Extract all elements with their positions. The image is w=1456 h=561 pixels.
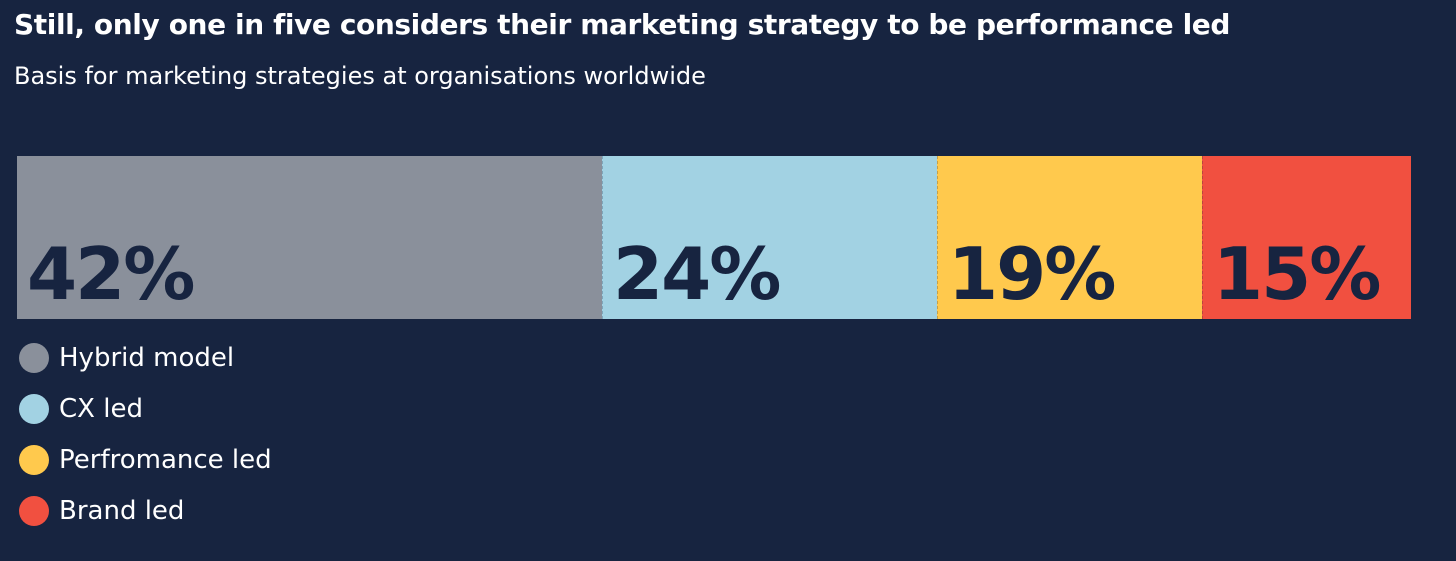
- bar-segment-label: 19%: [948, 232, 1116, 316]
- bar-segment-label: 15%: [1213, 232, 1381, 316]
- bar-segment-label: 24%: [613, 232, 781, 316]
- legend-swatch-icon: [19, 343, 49, 373]
- bar-segment-4: 15%: [1202, 156, 1411, 319]
- legend-label: CX led: [59, 394, 143, 424]
- chart-title: Still, only one in five considers their …: [14, 8, 1231, 41]
- bar-segment-2: 24%: [602, 156, 937, 319]
- stacked-bar: 42% 24% 19% 15%: [17, 156, 1411, 319]
- legend-swatch-icon: [19, 394, 49, 424]
- bar-segment-label: 42%: [27, 232, 195, 316]
- legend-swatch-icon: [19, 445, 49, 475]
- legend-swatch-icon: [19, 496, 49, 526]
- legend-label: Hybrid model: [59, 343, 235, 373]
- legend-label: Perfromance led: [59, 445, 272, 475]
- bar-segment-3: 19%: [937, 156, 1202, 319]
- chart-subtitle: Basis for marketing strategies at organi…: [14, 62, 706, 90]
- bar-segment-1: 42%: [17, 156, 602, 319]
- legend-label: Brand led: [59, 496, 185, 526]
